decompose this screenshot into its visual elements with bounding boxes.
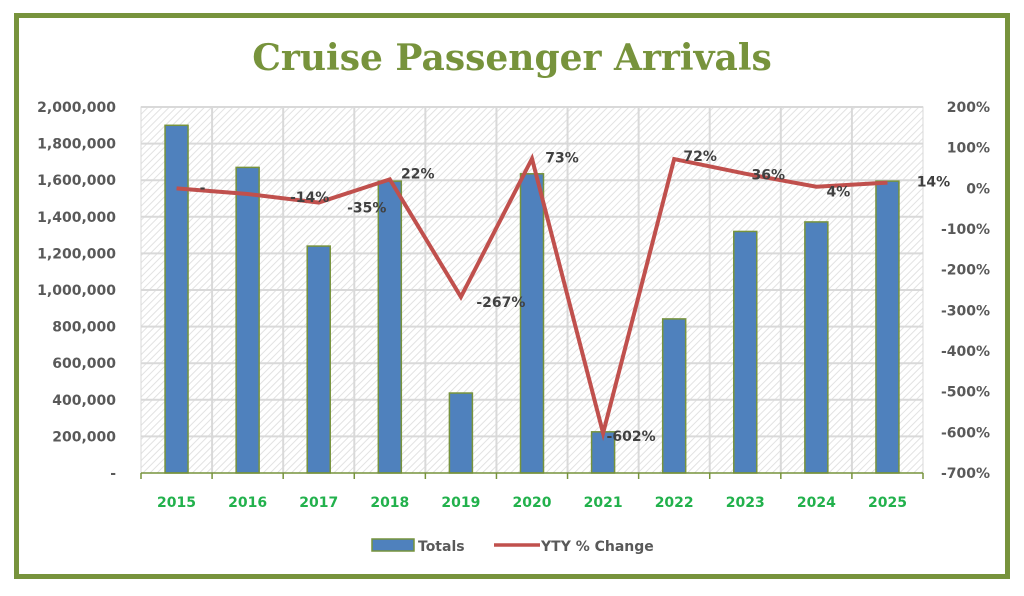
y-tick-label: 1,400,000 bbox=[37, 210, 116, 226]
bar-2025 bbox=[875, 180, 900, 474]
y2-tick-label: -200% bbox=[941, 263, 990, 279]
y2-tick-label: -700% bbox=[941, 466, 990, 482]
data-label-2025: 14% bbox=[917, 175, 951, 191]
y-tick-label: 2,000,000 bbox=[37, 100, 116, 116]
y-tick-label: 1,800,000 bbox=[37, 137, 116, 153]
y2-tick-label: 100% bbox=[947, 141, 990, 157]
legend-swatch-totals bbox=[371, 538, 415, 552]
x-tick-label-2024: 2024 bbox=[797, 495, 836, 511]
bar-2015 bbox=[164, 124, 189, 474]
y-tick-label: 1,000,000 bbox=[37, 283, 116, 299]
y2-tick-label: -600% bbox=[941, 425, 990, 441]
data-labels: - -14% -35% 22% -267% 73% -602% 72% 36% 4% 14% bbox=[200, 149, 951, 445]
x-axis-labels: 2015 2016 2017 2018 2019 2020 2021 2022 2023 2024… bbox=[157, 495, 907, 511]
x-tick-label-2019: 2019 bbox=[441, 495, 480, 511]
bar-2024 bbox=[804, 221, 829, 474]
y-tick-label: 600,000 bbox=[52, 356, 116, 372]
x-tick-label-2017: 2017 bbox=[299, 495, 338, 511]
y-tick-label: 1,600,000 bbox=[37, 173, 116, 189]
x-tick-label-2015: 2015 bbox=[157, 495, 196, 511]
y-axis-right: -700% -600% -500% -400% -300% -200% -100% 0% 100… bbox=[941, 100, 990, 482]
y2-tick-label: 0% bbox=[966, 181, 990, 197]
chart-title: Cruise Passenger Arrivals bbox=[252, 37, 772, 79]
data-label-2016: -14% bbox=[290, 190, 329, 206]
data-label-2017: -35% bbox=[347, 201, 386, 217]
x-tick-label-2020: 2020 bbox=[513, 495, 552, 511]
x-tick-label-2023: 2023 bbox=[726, 495, 765, 511]
vertical-gridlines bbox=[211, 107, 853, 473]
bar-2019 bbox=[448, 392, 474, 474]
line-series-yty bbox=[176, 153, 888, 442]
y-axis-left: - 200,000 400,000 600,000 800,000 1,000,000 1,… bbox=[37, 100, 116, 482]
bar-2017 bbox=[306, 245, 331, 474]
y-tick-label: 400,000 bbox=[52, 393, 116, 409]
y2-tick-label: 200% bbox=[947, 100, 990, 116]
x-axis bbox=[140, 472, 924, 479]
y-tick-label: 200,000 bbox=[52, 429, 116, 445]
bar-2023 bbox=[733, 230, 758, 474]
x-tick-label-2018: 2018 bbox=[370, 495, 409, 511]
y-tick-label: 800,000 bbox=[52, 320, 116, 336]
bar-2018 bbox=[377, 180, 403, 474]
data-label-2024: 4% bbox=[826, 185, 850, 201]
legend: Totals YTY % Change bbox=[371, 538, 654, 555]
data-label-2020: 73% bbox=[545, 151, 579, 167]
data-label-2021: -602% bbox=[607, 429, 656, 445]
bar-series-totals bbox=[164, 124, 900, 474]
y-tick-label: 1,200,000 bbox=[37, 246, 116, 262]
x-tick-label-2016: 2016 bbox=[228, 495, 267, 511]
bar-2016 bbox=[235, 166, 260, 474]
data-label-2018: 22% bbox=[401, 166, 435, 182]
data-label-2019: -267% bbox=[476, 295, 525, 311]
data-label-2022: 72% bbox=[683, 149, 717, 165]
y2-tick-label: -100% bbox=[941, 222, 990, 238]
y2-tick-label: -300% bbox=[941, 303, 990, 319]
y-tick-label: - bbox=[110, 466, 116, 482]
x-tick-label-2021: 2021 bbox=[584, 495, 623, 511]
x-tick-label-2022: 2022 bbox=[655, 495, 694, 511]
legend-label-totals: Totals bbox=[418, 539, 465, 555]
x-tick-label-2025: 2025 bbox=[868, 495, 907, 511]
y2-tick-label: -500% bbox=[941, 385, 990, 401]
bar-2022 bbox=[661, 318, 687, 474]
data-label-2023: 36% bbox=[752, 168, 786, 184]
y2-tick-label: -400% bbox=[941, 344, 990, 360]
legend-label-yty: YTY % Change bbox=[540, 539, 654, 555]
data-label-2015: - bbox=[200, 180, 206, 196]
bar-2020 bbox=[519, 173, 545, 474]
